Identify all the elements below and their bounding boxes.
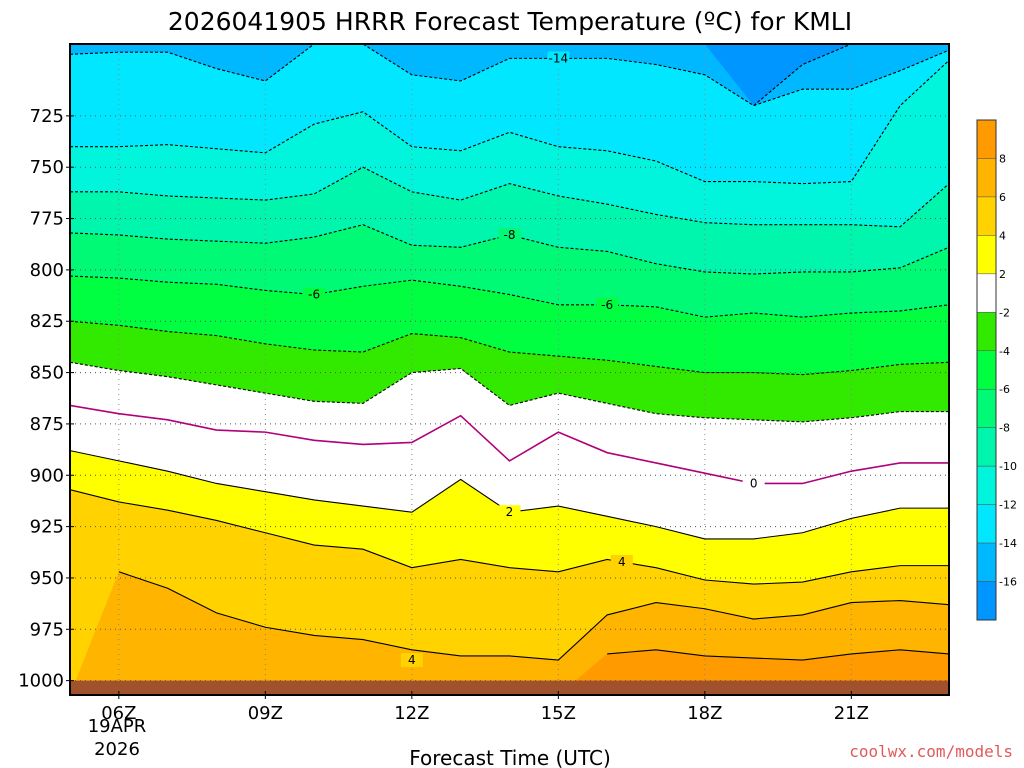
isotherm-6 bbox=[118, 571, 949, 661]
y-tick-label-750: 750 bbox=[30, 157, 64, 178]
chart-title: 2026041905 HRRR Forecast Temperature (ºC… bbox=[168, 7, 852, 36]
isotherm-label-bg bbox=[303, 287, 326, 302]
colorbar-swatch-3 bbox=[976, 235, 997, 275]
isotherm--16 bbox=[753, 44, 852, 107]
isotherm-label-6: 4 bbox=[618, 555, 626, 569]
isotherm--4 bbox=[70, 320, 949, 376]
isotherm-label-5: 2 bbox=[506, 505, 514, 519]
plot-frame bbox=[69, 43, 950, 696]
colorbar: 8 6 4 2 -2 -4 -6 -8 -10 -12 -14 -16 bbox=[976, 119, 1017, 621]
colorbar-swatch-5 bbox=[976, 312, 997, 352]
colorbar-label--14: -14 bbox=[999, 537, 1017, 550]
colorbar-swatch-6 bbox=[976, 350, 997, 390]
colorbar-swatch-0 bbox=[976, 119, 997, 159]
x-axis-label: Forecast Time (UTC) bbox=[409, 746, 611, 768]
x-tick-label-21Z: 21Z bbox=[834, 703, 869, 724]
colorbar-swatch-2 bbox=[976, 196, 997, 236]
colorbar-label--4: -4 bbox=[999, 345, 1010, 358]
colorbar-label-2: 2 bbox=[999, 268, 1006, 281]
isotherm-label-2: -6 bbox=[308, 288, 320, 302]
colorbar-label-8: 8 bbox=[999, 152, 1006, 165]
credit-text: coolwx.com/models bbox=[849, 742, 1013, 761]
isotherm-label-bg bbox=[498, 227, 521, 242]
y-tick-label-825: 825 bbox=[30, 311, 64, 332]
y-tick-label-1000: 1000 bbox=[18, 671, 64, 692]
date-label-year: 2026 bbox=[94, 739, 140, 760]
colorbar-label--10: -10 bbox=[999, 460, 1017, 473]
y-tick-label-900: 900 bbox=[30, 465, 64, 486]
colorbar-swatch-12 bbox=[976, 581, 997, 621]
isotherm--14 bbox=[70, 44, 949, 107]
y-tick-label-775: 775 bbox=[30, 209, 64, 230]
colorbar-swatch-10 bbox=[976, 504, 997, 544]
y-tick-label-975: 975 bbox=[30, 619, 64, 640]
plot-area: -14 -8 -6 -6 0 2 4 4 bbox=[70, 44, 949, 695]
date-label-day: 19APR bbox=[88, 716, 147, 737]
isotherm-0 bbox=[70, 404, 949, 485]
isotherm-label-bg bbox=[498, 505, 521, 520]
y-tick-label-850: 850 bbox=[30, 363, 64, 384]
colorbar-swatch-7 bbox=[976, 388, 997, 428]
colorbar-label-6: 6 bbox=[999, 191, 1006, 204]
y-tick-label-800: 800 bbox=[30, 260, 64, 281]
isotherm-8 bbox=[607, 649, 949, 661]
colorbar-label--2: -2 bbox=[999, 306, 1010, 319]
isotherm-label-0: -14 bbox=[549, 51, 569, 65]
x-tick-label-15Z: 15Z bbox=[541, 703, 576, 724]
x-tick-label-06Z: 06Z bbox=[101, 703, 136, 724]
isotherm--2 bbox=[70, 361, 949, 423]
colorbar-label--6: -6 bbox=[999, 383, 1010, 396]
isotherm-label-bg bbox=[742, 476, 765, 491]
isotherm-label-1: -8 bbox=[504, 228, 516, 242]
isotherm--12 bbox=[70, 60, 949, 185]
ground-surface bbox=[70, 680, 949, 695]
colorbar-swatch-1 bbox=[976, 158, 997, 198]
isotherm-label-bg bbox=[547, 51, 570, 66]
isotherm-label-7: 4 bbox=[408, 653, 416, 667]
y-tick-label-725: 725 bbox=[30, 106, 64, 127]
colorbar-swatch-8 bbox=[976, 427, 997, 467]
isotherm-label-4: 0 bbox=[750, 476, 758, 490]
x-tick-label-12Z: 12Z bbox=[394, 703, 429, 724]
x-tick-label-09Z: 09Z bbox=[248, 703, 283, 724]
x-tick-label-18Z: 18Z bbox=[687, 703, 722, 724]
y-tick-label-925: 925 bbox=[30, 517, 64, 538]
isotherm-label-bg bbox=[610, 554, 633, 569]
colorbar-swatch-9 bbox=[976, 465, 997, 505]
colorbar-label-4: 4 bbox=[999, 229, 1006, 242]
y-tick-label-875: 875 bbox=[30, 414, 64, 435]
colorbar-label--12: -12 bbox=[999, 499, 1017, 512]
isotherm-label-bg bbox=[400, 653, 423, 668]
y-tick-label-950: 950 bbox=[30, 568, 64, 589]
isotherm--10 bbox=[70, 166, 949, 228]
isotherm-label-bg bbox=[596, 297, 619, 312]
colorbar-label--16: -16 bbox=[999, 576, 1017, 589]
isotherm-label-3: -6 bbox=[601, 298, 613, 312]
colorbar-label--8: -8 bbox=[999, 422, 1010, 435]
colorbar-frame bbox=[976, 119, 997, 621]
colorbar-swatch-11 bbox=[976, 542, 997, 582]
isotherm-4 bbox=[70, 489, 949, 585]
isotherm--6 bbox=[70, 275, 949, 318]
colorbar-swatch-4 bbox=[976, 273, 997, 313]
